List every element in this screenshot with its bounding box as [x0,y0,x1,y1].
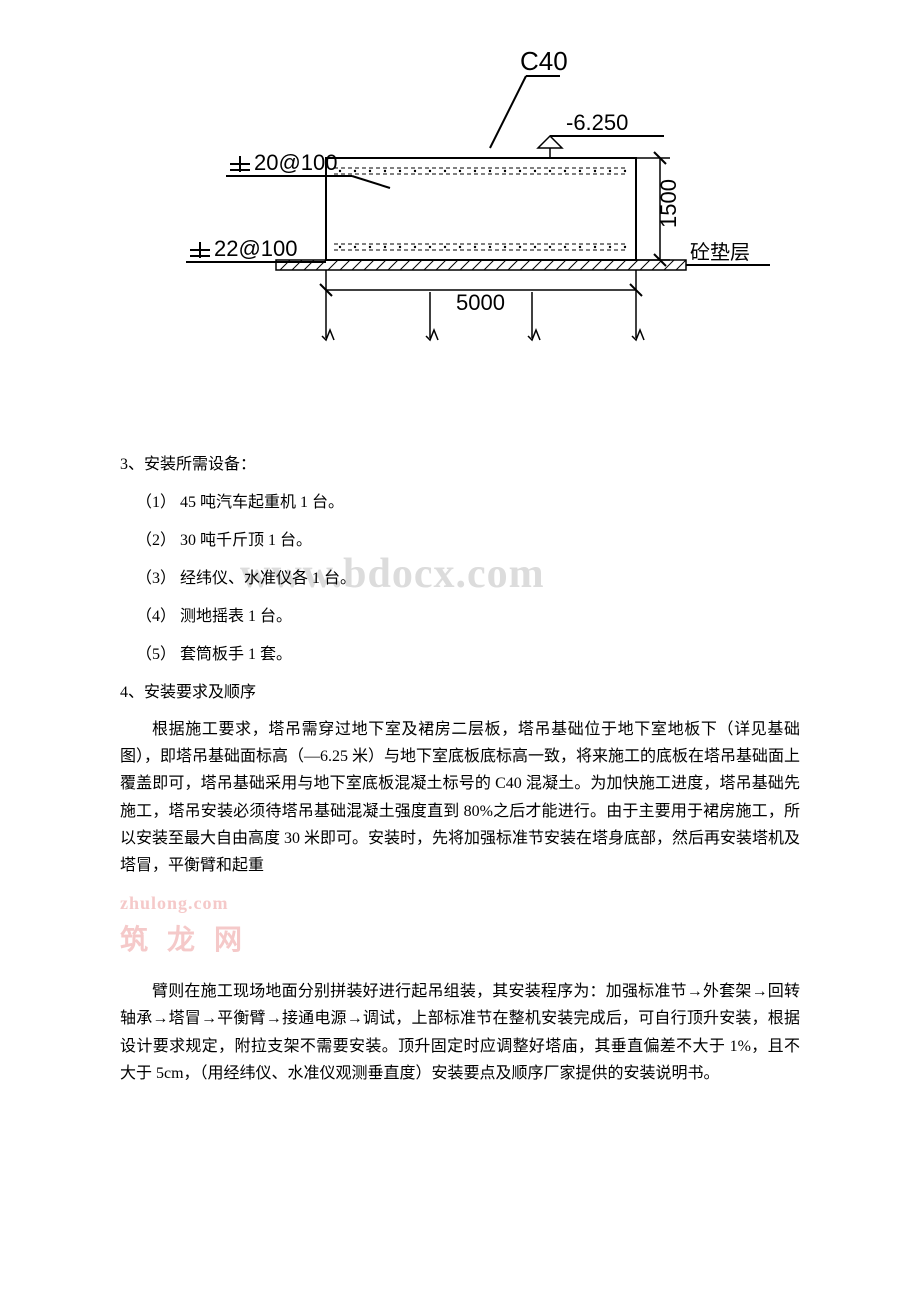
dim-width: 5000 [456,290,505,315]
rebar-top-label: 20@100 [226,150,390,188]
item-theodolite: （3） 经纬仪、水准仪各 1 台。 [120,564,800,588]
section4-para2: 臂则在施工现场地面分别拼装好进行起吊组装，其安装程序为：加强标准节→外套架→回转… [120,978,800,1087]
section4-title: 4、安装要求及顺序 [120,678,800,702]
item-crane: （1） 45 吨汽车起重机 1 台。 [120,488,800,512]
section4-para1: 根据施工要求，塔吊需穿过地下室及裙房二层板，塔吊基础位于地下室地板下（详见基础图… [120,716,800,879]
watermark-logo: 筑 龙 网 [120,918,800,958]
rebar-bottom-label: 22@100 [186,236,326,262]
label-elevation: -6.250 [566,110,628,135]
item-megger: （4） 测地摇表 1 台。 [120,602,800,626]
dim-height: 1500 [656,179,681,228]
foundation-diagram: C40 -6.250 20@100 [120,40,800,370]
section3-title: 3、安装所需设备： [120,450,800,474]
watermark-zhulong: zhulong.com [120,893,800,914]
svg-text:20@100: 20@100 [254,150,338,175]
label-c40: C40 [520,46,568,76]
diagram-svg: C40 -6.250 20@100 [130,40,790,370]
item-wrench: （5） 套筒板手 1 套。 [120,640,800,664]
label-blinding: 砼垫层 [690,241,750,264]
item-jack: （2） 30 吨千斤顶 1 台。 [120,526,800,550]
svg-text:22@100: 22@100 [214,236,298,261]
foundation-outline [326,158,636,260]
